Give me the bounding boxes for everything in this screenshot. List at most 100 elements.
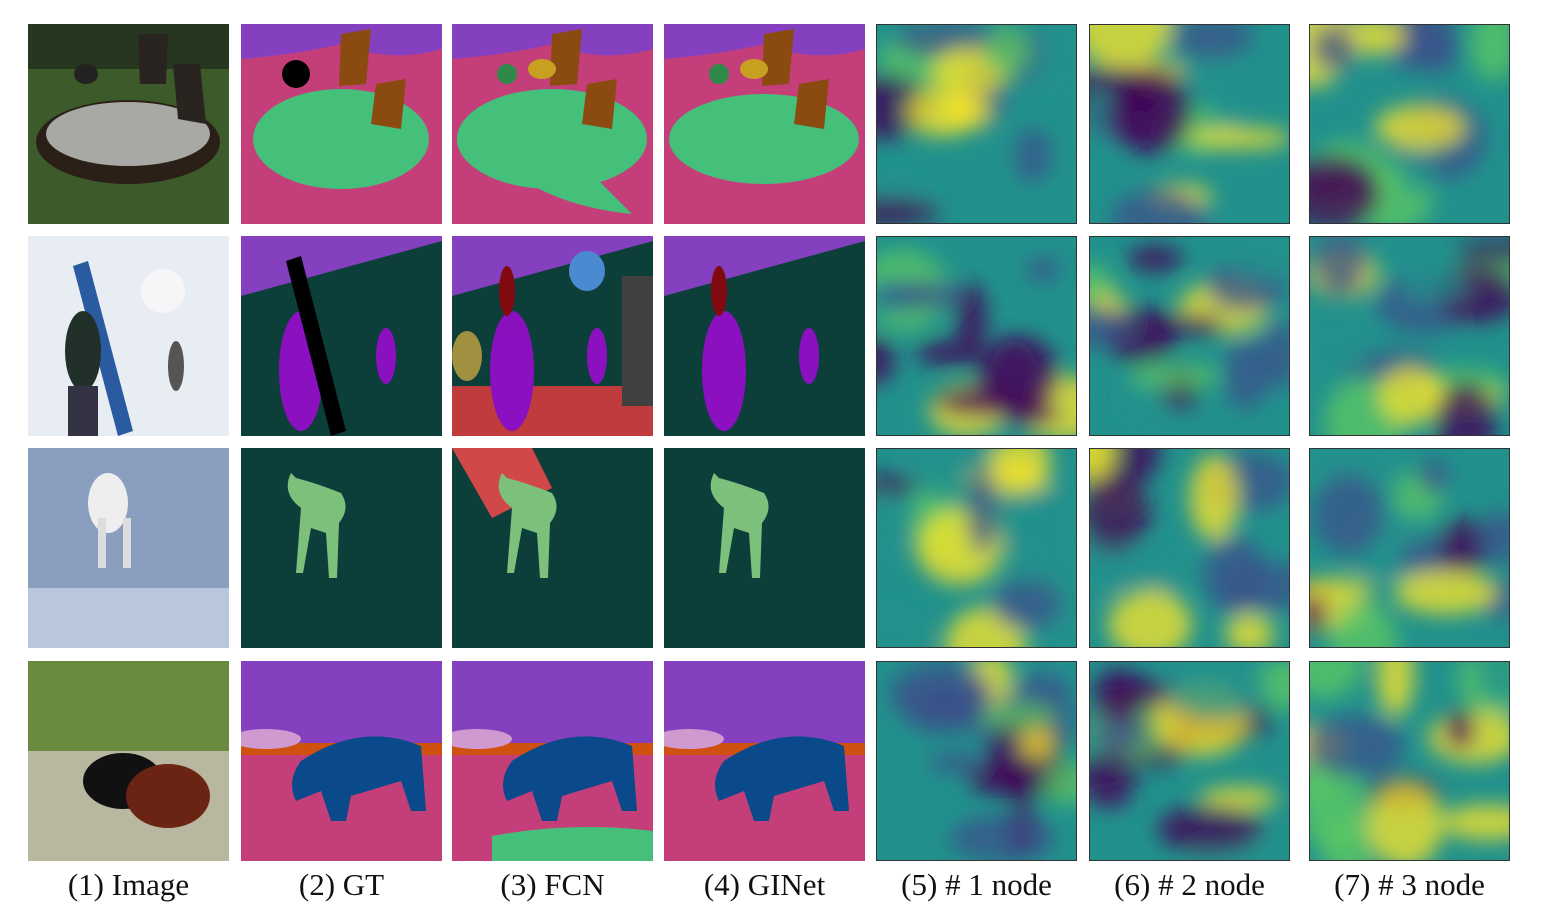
region <box>1401 270 1467 303</box>
region <box>339 29 371 86</box>
region <box>28 236 229 436</box>
segmentation <box>452 24 653 224</box>
region <box>669 94 859 184</box>
region <box>241 729 301 749</box>
region <box>1014 128 1052 183</box>
region <box>1203 535 1266 615</box>
column-label: (4) GINet <box>704 867 826 902</box>
region <box>1093 714 1144 752</box>
heatmap-blobs <box>1089 236 1290 428</box>
heatmap-border <box>876 661 1077 861</box>
heatmap-blobs <box>876 24 1077 224</box>
region <box>287 473 346 578</box>
heatmap-border <box>1309 24 1510 224</box>
region <box>935 387 1033 418</box>
segmentation <box>664 236 865 436</box>
region <box>794 79 829 129</box>
region <box>1189 454 1239 541</box>
region <box>1434 382 1497 436</box>
heatmap-blobs <box>1089 661 1290 861</box>
region <box>371 79 406 129</box>
region <box>941 93 993 131</box>
region <box>1444 711 1476 750</box>
region <box>1164 661 1268 719</box>
heatmap <box>876 448 1077 648</box>
heatmap-blobs <box>1089 448 1290 648</box>
region <box>1329 601 1399 648</box>
region <box>928 752 986 774</box>
heatmap-blobs <box>888 661 1077 861</box>
heatmap-border <box>1309 236 1510 436</box>
region <box>73 261 133 436</box>
region <box>1089 24 1172 70</box>
heatmap-blobs <box>1309 24 1510 224</box>
region <box>68 386 98 436</box>
region <box>98 518 106 568</box>
heatmap <box>876 24 1077 224</box>
region <box>991 578 1062 631</box>
region <box>1188 127 1290 149</box>
region <box>1438 517 1488 576</box>
region <box>587 328 607 384</box>
column-label: (1) Image <box>68 867 189 902</box>
region <box>1151 314 1226 336</box>
photo <box>28 448 229 648</box>
region <box>28 661 229 761</box>
region <box>1376 661 1415 717</box>
segmentation <box>664 661 865 861</box>
region <box>1403 24 1452 68</box>
region <box>88 473 128 533</box>
region <box>503 736 637 821</box>
heatmap <box>876 236 1077 436</box>
region <box>1456 240 1510 265</box>
region <box>74 64 98 84</box>
region <box>46 102 210 166</box>
region <box>28 24 229 69</box>
region <box>956 282 988 356</box>
heatmap-border <box>1089 236 1290 436</box>
region <box>664 729 724 749</box>
region <box>1309 661 1363 699</box>
heatmap <box>1089 661 1290 861</box>
region <box>1374 104 1466 150</box>
heatmap-border <box>1089 661 1290 861</box>
region <box>1480 509 1510 564</box>
region <box>582 79 617 129</box>
region <box>1108 66 1193 155</box>
region <box>492 827 653 861</box>
heatmap-border <box>1089 24 1290 224</box>
region <box>709 64 729 84</box>
heatmap <box>1309 236 1510 436</box>
region <box>1172 24 1253 60</box>
region <box>740 59 768 79</box>
region <box>1309 177 1378 198</box>
region <box>1036 32 1077 92</box>
region <box>452 331 482 381</box>
region <box>482 144 632 214</box>
region <box>168 341 184 391</box>
region <box>876 492 906 559</box>
region <box>876 336 895 385</box>
region <box>1018 726 1056 761</box>
segmentation <box>241 236 442 436</box>
heatmap-border <box>876 24 1077 224</box>
region <box>966 467 998 555</box>
region <box>490 311 534 431</box>
region <box>497 64 517 84</box>
region <box>1225 613 1274 648</box>
region <box>1089 476 1151 550</box>
segmentation <box>452 661 653 861</box>
region <box>1312 472 1384 557</box>
region <box>1089 448 1116 483</box>
region <box>498 473 557 578</box>
region <box>983 25 1032 77</box>
segmentation <box>664 24 865 224</box>
region <box>1203 112 1241 133</box>
region <box>569 251 605 291</box>
region <box>1089 751 1137 807</box>
photo <box>28 236 229 436</box>
heatmap-border <box>876 448 1077 648</box>
column-label: (7) # 3 node <box>1334 867 1485 902</box>
